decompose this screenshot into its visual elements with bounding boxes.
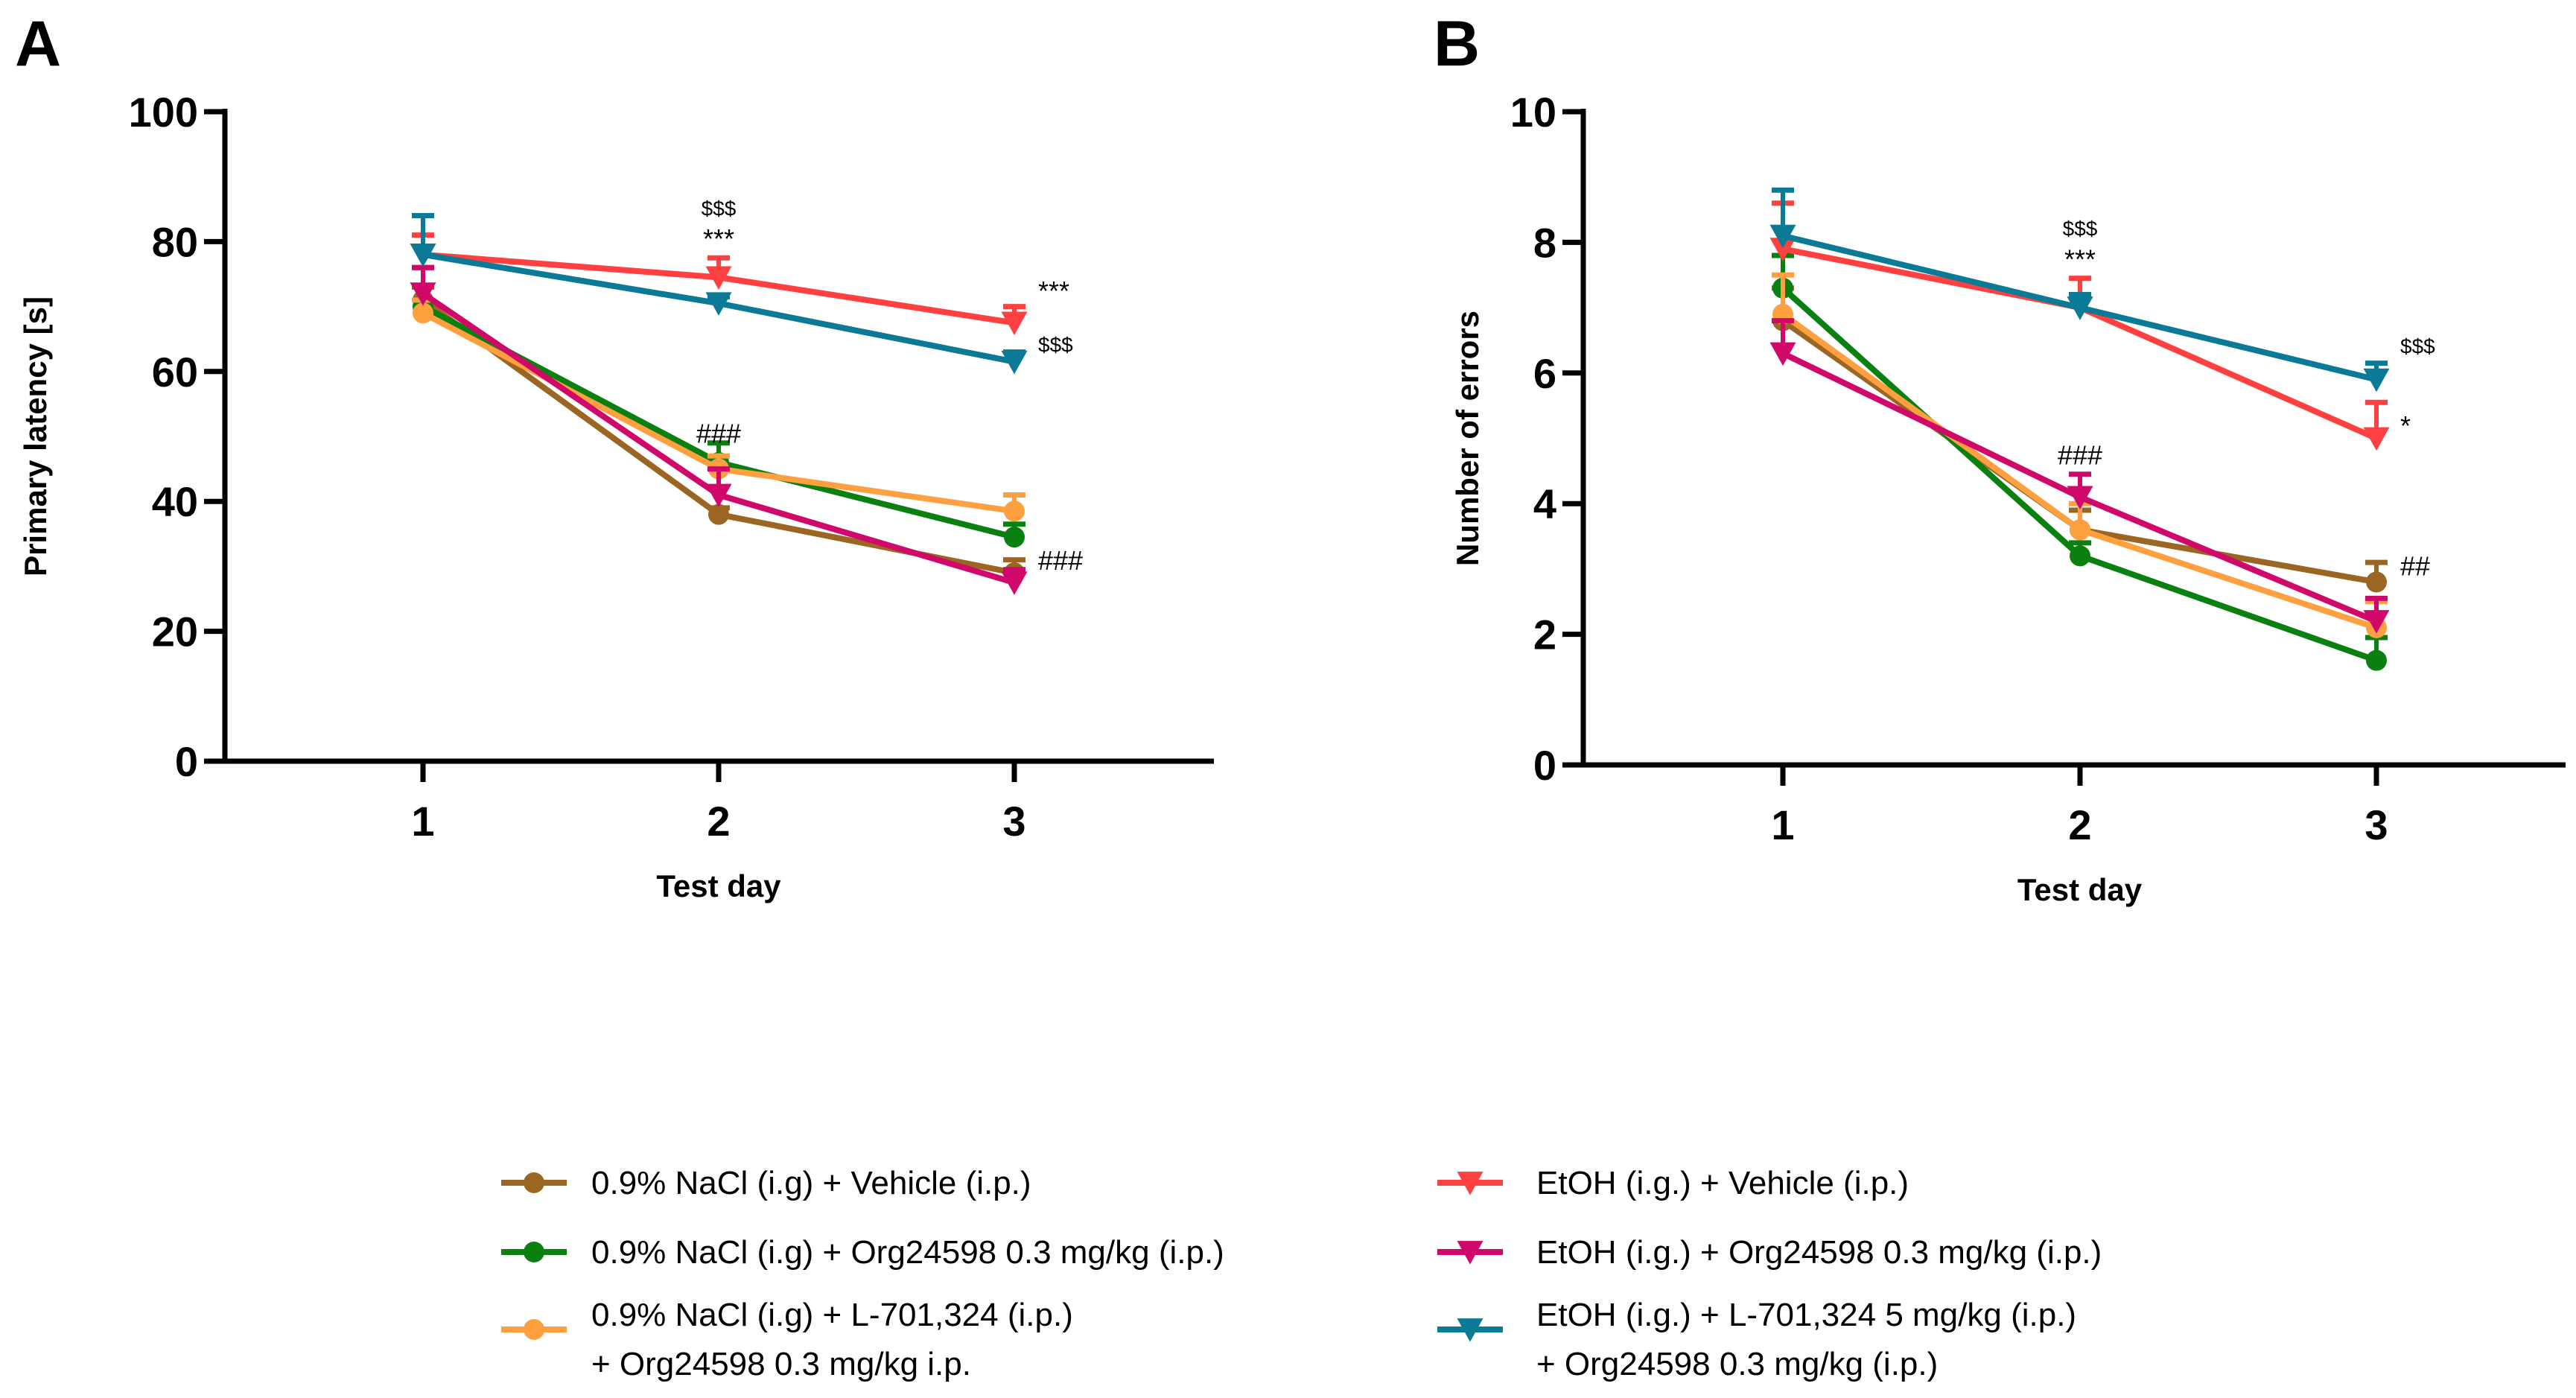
significance-annotation: ### bbox=[2058, 440, 2102, 471]
data-point bbox=[2070, 545, 2090, 567]
significance-annotation: ## bbox=[2400, 551, 2430, 582]
legend-marker bbox=[1457, 1318, 1483, 1342]
legend-label: 0.9% NaCl (i.g) + L-701,324 (i.p.) bbox=[591, 1297, 1073, 1333]
significance-annotation: $$$ bbox=[2063, 217, 2098, 241]
data-point bbox=[1004, 527, 1025, 548]
legend-marker bbox=[524, 1172, 544, 1193]
legend-label: EtOH (i.g.) + Vehicle (i.p.) bbox=[1536, 1165, 1909, 1201]
data-point bbox=[413, 302, 433, 324]
y-tick-label: 100 bbox=[129, 89, 198, 136]
legend-item: EtOH (i.g.) + Org24598 0.3 mg/kg (i.p.) bbox=[1437, 1234, 2102, 1271]
data-point bbox=[1004, 501, 1025, 522]
x-tick-label: 2 bbox=[707, 798, 730, 845]
x-tick-label: 1 bbox=[411, 798, 434, 845]
significance-annotation: ### bbox=[1038, 545, 1083, 576]
data-point bbox=[2363, 610, 2390, 634]
panel-label: B bbox=[1434, 8, 1480, 80]
x-tick-label: 3 bbox=[2364, 801, 2388, 848]
significance-annotation: *** bbox=[2064, 244, 2096, 274]
series-3 bbox=[410, 232, 1028, 336]
data-point bbox=[705, 483, 732, 508]
data-point bbox=[1769, 224, 1796, 249]
legend-marker bbox=[524, 1319, 544, 1340]
legend-label: EtOH (i.g.) + Org24598 0.3 mg/kg (i.p.) bbox=[1536, 1234, 2102, 1271]
legend-item: 0.9% NaCl (i.g) + Org24598 0.3 mg/kg (i.… bbox=[501, 1234, 1224, 1271]
legend-label: + Org24598 0.3 mg/kg (i.p.) bbox=[1536, 1346, 1938, 1382]
panel-a: A 0 20 40 60 80 100 1 2 3 Test day Primary latency … bbox=[15, 8, 1214, 903]
panel-label: A bbox=[15, 8, 61, 80]
x-axis-label: Test day bbox=[2017, 872, 2143, 907]
significance-annotation: ### bbox=[696, 419, 741, 449]
legend-label: + Org24598 0.3 mg/kg i.p. bbox=[591, 1346, 971, 1382]
y-tick-label: 0 bbox=[175, 738, 198, 785]
legend-item: EtOH (i.g.) + L-701,324 5 mg/kg (i.p.) + … bbox=[1437, 1297, 2076, 1382]
significance-annotation: $$$ bbox=[1038, 334, 1073, 357]
x-axis-label: Test day bbox=[656, 868, 781, 903]
legend-label: 0.9% NaCl (i.g) + Org24598 0.3 mg/kg (i.… bbox=[591, 1234, 1224, 1271]
significance-annotation: *** bbox=[1038, 276, 1069, 306]
x-tick-label: 1 bbox=[1771, 801, 1794, 848]
data-point bbox=[2363, 427, 2390, 451]
y-tick-label: 2 bbox=[1533, 611, 1556, 658]
y-tick-label: 60 bbox=[152, 349, 198, 395]
y-tick-label: 20 bbox=[152, 609, 198, 655]
legend-marker bbox=[524, 1242, 544, 1262]
data-point bbox=[1769, 342, 1796, 366]
data-point bbox=[2070, 519, 2090, 541]
y-tick-label: 10 bbox=[1510, 89, 1556, 136]
legend-label: EtOH (i.g.) + L-701,324 5 mg/kg (i.p.) bbox=[1536, 1297, 2076, 1333]
data-point bbox=[2366, 649, 2387, 671]
significance-annotation: * bbox=[2400, 410, 2411, 441]
y-tick-label: 40 bbox=[152, 478, 198, 525]
series-5 bbox=[1769, 187, 2390, 393]
legend-marker bbox=[1457, 1241, 1483, 1265]
data-point bbox=[2363, 368, 2390, 393]
y-tick-label: 0 bbox=[1533, 742, 1556, 789]
series-5 bbox=[410, 213, 1028, 375]
data-point bbox=[2067, 296, 2093, 320]
data-point bbox=[410, 282, 436, 306]
series-4 bbox=[1769, 318, 2390, 634]
data-point bbox=[705, 266, 732, 290]
legend-item: 0.9% NaCl (i.g) + Vehicle (i.p.) bbox=[501, 1165, 1031, 1201]
y-tick-label: 8 bbox=[1533, 219, 1556, 266]
data-point bbox=[705, 292, 732, 316]
legend: 0.9% NaCl (i.g) + Vehicle (i.p.) 0.9% NaC… bbox=[501, 1165, 2102, 1382]
data-point bbox=[410, 243, 436, 267]
legend-marker bbox=[1457, 1172, 1483, 1195]
x-tick-label: 2 bbox=[2068, 801, 2091, 848]
legend-item: EtOH (i.g.) + Vehicle (i.p.) bbox=[1437, 1165, 1909, 1201]
data-point bbox=[1001, 350, 1028, 375]
y-tick-label: 4 bbox=[1533, 480, 1556, 527]
series-1 bbox=[1772, 252, 2388, 671]
y-tick-label: 80 bbox=[152, 218, 198, 265]
data-point bbox=[1001, 571, 1028, 595]
data-point bbox=[708, 503, 729, 525]
significance-annotation: $$$ bbox=[702, 197, 737, 220]
series-4 bbox=[410, 264, 1028, 595]
legend-label: 0.9% NaCl (i.g) + Vehicle (i.p.) bbox=[591, 1165, 1031, 1201]
y-axis-label: Primary latency [s] bbox=[18, 296, 53, 576]
y-axis-label: Number of errors bbox=[1450, 311, 1485, 566]
data-point bbox=[2366, 571, 2387, 593]
significance-annotation: *** bbox=[703, 223, 734, 254]
significance-annotation: $$$ bbox=[2400, 334, 2435, 358]
data-point bbox=[2067, 486, 2093, 510]
y-tick-label: 6 bbox=[1533, 350, 1556, 397]
x-tick-label: 3 bbox=[1002, 798, 1025, 845]
legend-item: 0.9% NaCl (i.g) + L-701,324 (i.p.) + Org2… bbox=[501, 1297, 1073, 1382]
data-point bbox=[1001, 311, 1028, 336]
data-point bbox=[1769, 238, 1796, 261]
